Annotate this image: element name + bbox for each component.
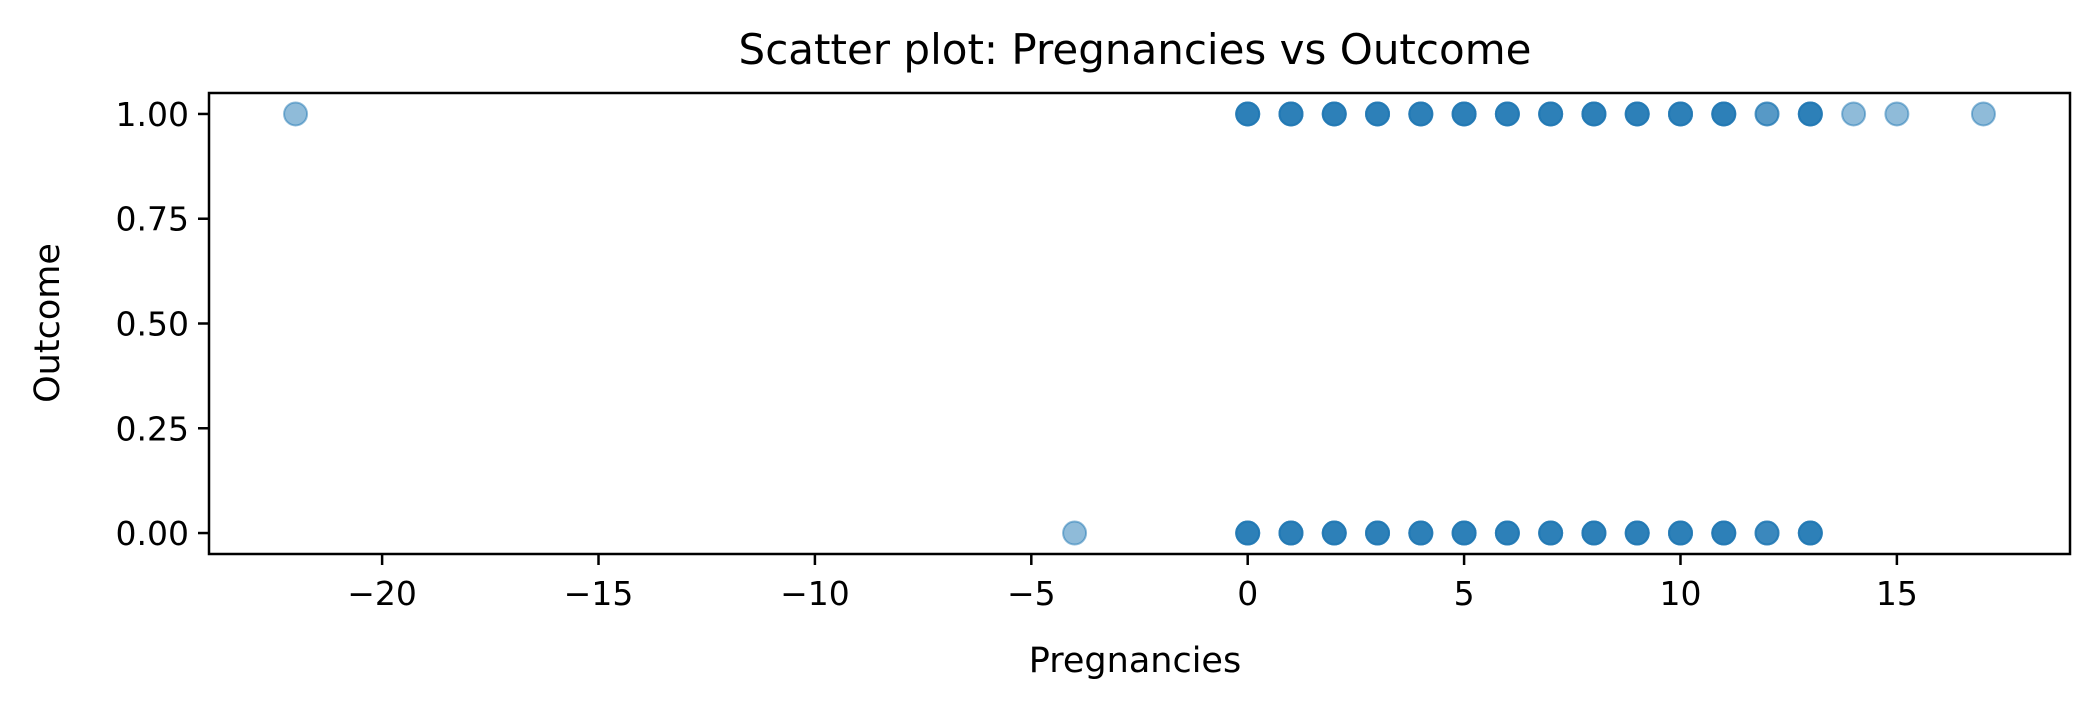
x-tick-label: −15 bbox=[564, 574, 634, 613]
data-point bbox=[1841, 101, 1867, 127]
data-point bbox=[1538, 520, 1564, 546]
y-tick-label: 0.50 bbox=[116, 305, 189, 344]
data-point bbox=[1667, 520, 1693, 546]
plot-area-frame bbox=[207, 91, 2072, 556]
data-point bbox=[1494, 101, 1520, 127]
x-tick-label: −20 bbox=[347, 574, 417, 613]
y-tick-label: 0.00 bbox=[116, 514, 189, 553]
data-point bbox=[1581, 101, 1607, 127]
data-point bbox=[1235, 520, 1261, 546]
data-point bbox=[1624, 520, 1650, 546]
x-tick-label: −10 bbox=[780, 574, 850, 613]
data-points bbox=[283, 101, 1996, 546]
data-point bbox=[1667, 101, 1693, 127]
y-axis-label: Outcome bbox=[28, 243, 68, 403]
data-point bbox=[1365, 520, 1391, 546]
data-point bbox=[1235, 101, 1261, 127]
y-tick-label: 0.75 bbox=[116, 200, 189, 239]
data-point bbox=[1408, 101, 1434, 127]
data-point bbox=[1754, 520, 1780, 546]
data-point bbox=[1321, 101, 1347, 127]
data-point bbox=[1884, 101, 1910, 127]
data-point bbox=[1408, 520, 1434, 546]
data-point bbox=[283, 101, 309, 127]
x-tick-label: 5 bbox=[1454, 574, 1475, 613]
data-point bbox=[1365, 101, 1391, 127]
y-axis-ticks: 0.00 0.25 0.50 0.75 1.00 bbox=[116, 95, 209, 553]
data-point bbox=[1581, 520, 1607, 546]
x-tick-label: 10 bbox=[1659, 574, 1701, 613]
data-point bbox=[1278, 101, 1304, 127]
data-point bbox=[1797, 520, 1823, 546]
data-point bbox=[1538, 101, 1564, 127]
x-tick-label: −5 bbox=[1007, 574, 1056, 613]
data-point bbox=[1062, 520, 1088, 546]
x-axis-ticks: −20 −15 −10 −5 0 5 10 15 bbox=[347, 554, 1918, 613]
y-tick-label: 1.00 bbox=[116, 95, 189, 134]
data-point bbox=[1321, 520, 1347, 546]
data-point bbox=[1494, 520, 1520, 546]
data-point bbox=[1754, 101, 1780, 127]
data-point bbox=[1278, 520, 1304, 546]
x-axis-label: Pregnancies bbox=[1029, 641, 1241, 681]
x-tick-label: 15 bbox=[1876, 574, 1918, 613]
data-point bbox=[1970, 101, 1996, 127]
data-point bbox=[1451, 101, 1477, 127]
y-tick-label: 0.25 bbox=[116, 409, 189, 448]
data-point bbox=[1451, 520, 1477, 546]
data-point bbox=[1711, 101, 1737, 127]
data-point bbox=[1711, 520, 1737, 546]
x-tick-label: 0 bbox=[1237, 574, 1258, 613]
chart-title: Scatter plot: Pregnancies vs Outcome bbox=[739, 25, 1532, 74]
data-point bbox=[1624, 101, 1650, 127]
data-point bbox=[1797, 101, 1823, 127]
